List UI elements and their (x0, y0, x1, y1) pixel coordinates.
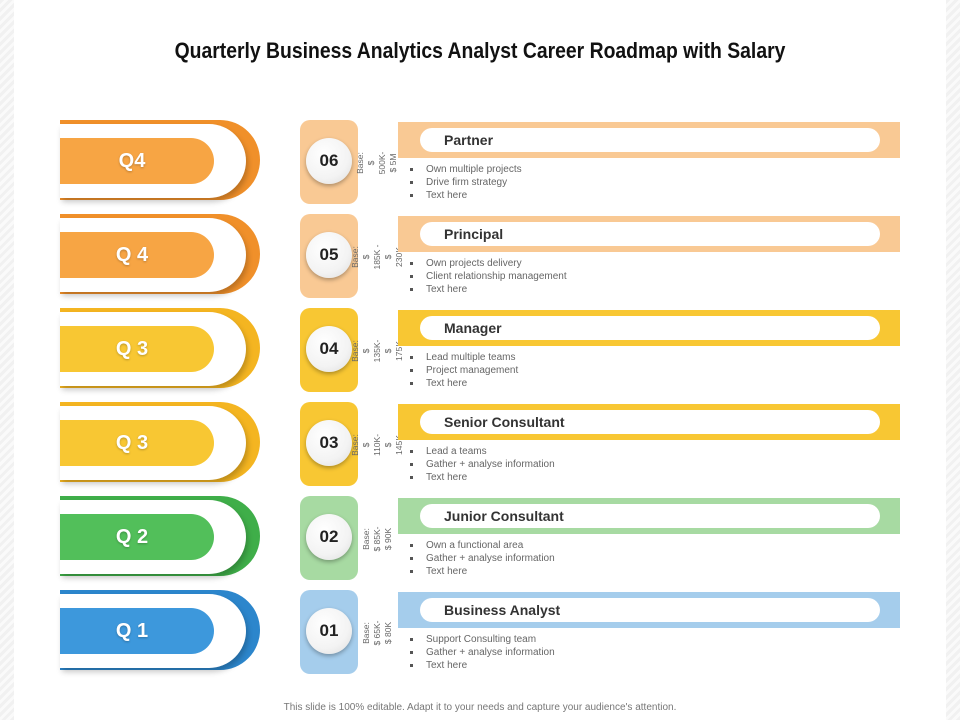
bullet-item: Text here (408, 471, 555, 484)
quarter-label: Q4 (60, 138, 214, 184)
bullet-item: Drive firm strategy (408, 176, 522, 189)
role-bullets: Own a functional area Gather + analyse i… (408, 539, 555, 578)
roadmap-row: Q 3 03 Base: $ 110K- $ 145K Senior Consu… (0, 402, 960, 486)
role-title: Senior Consultant (420, 410, 880, 434)
bullet-item: Text here (408, 565, 555, 578)
slide-title: Quarterly Business Analytics Analyst Car… (174, 38, 786, 63)
step-number: 02 (306, 514, 352, 560)
roadmap-row: Q4 06 Base: $ 500K- $ 5M Partner Own mul… (0, 120, 960, 204)
salary-range: Base: $ 185K - $ 230K (350, 244, 404, 270)
roadmap-row: Q 1 01 Base: $ 65K- $ 80K Business Analy… (0, 590, 960, 674)
slide-edge-left (0, 0, 14, 720)
bullet-item: Text here (408, 659, 555, 672)
role-title: Manager (420, 316, 880, 340)
slide-footer: This slide is 100% editable. Adapt it to… (283, 702, 677, 713)
bullet-item: Own a functional area (408, 539, 555, 552)
bullet-item: Client relationship management (408, 270, 567, 283)
bullet-item: Gather + analyse information (408, 552, 555, 565)
bullet-item: Text here (408, 283, 567, 296)
bullet-item: Lead a teams (408, 445, 555, 458)
role-bullets: Own projects delivery Client relationshi… (408, 257, 567, 296)
bullet-item: Text here (408, 377, 518, 390)
step-number: 04 (306, 326, 352, 372)
bullet-item: Own multiple projects (408, 163, 522, 176)
quarter-label: Q 2 (60, 514, 214, 560)
salary-range: Base: $ 110K- $ 145K (350, 433, 404, 457)
bullet-item: Lead multiple teams (408, 351, 518, 364)
step-number: 06 (306, 138, 352, 184)
bullet-item: Gather + analyse information (408, 646, 555, 659)
role-bullets: Own multiple projects Drive firm strateg… (408, 163, 522, 202)
quarter-label: Q 3 (60, 326, 214, 372)
quarter-label: Q 3 (60, 420, 214, 466)
role-title: Business Analyst (420, 598, 880, 622)
step-number: 05 (306, 232, 352, 278)
role-title: Principal (420, 222, 880, 246)
salary-range: Base: $ 500K- $ 5M (355, 151, 398, 175)
roadmap-row: Q 3 04 Base: $ 135K- $ 175K Manager Lead… (0, 308, 960, 392)
salary-range: Base: $ 135K- $ 175K (350, 339, 404, 363)
step-number: 03 (306, 420, 352, 466)
role-bullets: Lead multiple teams Project management T… (408, 351, 518, 390)
quarter-label: Q 4 (60, 232, 214, 278)
role-bullets: Support Consulting team Gather + analyse… (408, 633, 555, 672)
bullet-item: Project management (408, 364, 518, 377)
bullet-item: Gather + analyse information (408, 458, 555, 471)
salary-range: Base: $ 85K- $ 90K (360, 526, 393, 552)
role-bullets: Lead a teams Gather + analyse informatio… (408, 445, 555, 484)
role-title: Junior Consultant (420, 504, 880, 528)
role-title: Partner (420, 128, 880, 152)
step-number: 01 (306, 608, 352, 654)
bullet-item: Support Consulting team (408, 633, 555, 646)
bullet-item: Text here (408, 189, 522, 202)
salary-range: Base: $ 65K- $ 80K (360, 620, 393, 646)
quarter-label: Q 1 (60, 608, 214, 654)
bullet-item: Own projects delivery (408, 257, 567, 270)
slide-edge-right (946, 0, 960, 720)
roadmap-row: Q 4 05 Base: $ 185K - $ 230K Principal O… (0, 214, 960, 298)
roadmap-row: Q 2 02 Base: $ 85K- $ 90K Junior Consult… (0, 496, 960, 580)
